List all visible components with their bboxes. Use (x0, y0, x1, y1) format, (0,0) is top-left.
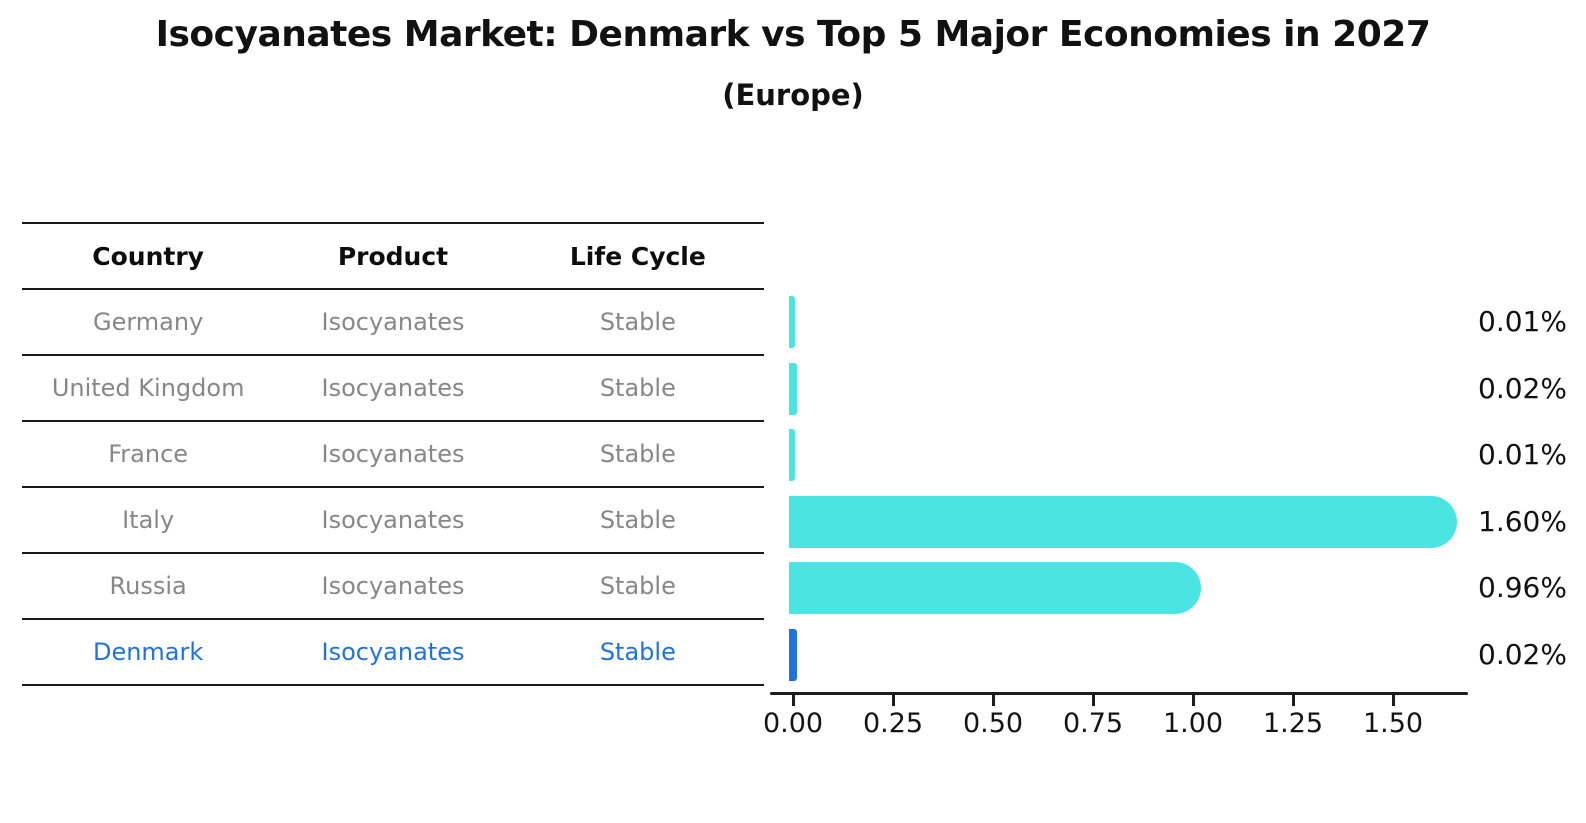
table-row: Denmark Isocyanates Stable (22, 620, 764, 686)
table-cell-product: Isocyanates (321, 374, 465, 402)
value-label: 0.01% (1478, 438, 1567, 472)
value-label: 0.02% (1478, 637, 1567, 671)
table-cell-country: France (108, 440, 189, 468)
x-axis-tickmark (891, 695, 895, 706)
column-header-country: Country (92, 241, 204, 271)
table-cell-country: United Kingdom (51, 374, 245, 402)
value-label: 0.02% (1478, 371, 1567, 405)
chart-subtitle: (Europe) (722, 78, 864, 112)
value-label: 0.01% (1478, 305, 1567, 339)
x-axis-tickmark (991, 695, 995, 706)
x-axis-tick-label: 0.25 (862, 708, 924, 739)
x-axis-tick-label: 0.75 (1062, 708, 1124, 739)
table-body: Germany Isocyanates Stable United Kingdom Is… (22, 290, 764, 686)
table-row: France Isocyanates Stable (22, 422, 764, 488)
country-table: Country Product Life Cycle Germany Isocya… (22, 222, 764, 686)
table-cell-product: Isocyanates (321, 506, 465, 534)
bar-denmark (789, 628, 797, 681)
table-row: Italy Isocyanates Stable (22, 488, 764, 554)
x-axis-tickmark (1191, 695, 1195, 706)
value-label: 0.96% (1478, 571, 1567, 605)
table-cell-product: Isocyanates (321, 572, 465, 600)
table-cell-product: Isocyanates (321, 440, 465, 468)
table-row: Russia Isocyanates Stable (22, 554, 764, 620)
table-cell-life-cycle: Stable (599, 506, 676, 534)
x-axis-tickmark (791, 695, 795, 706)
x-axis-tickmark (1291, 695, 1295, 706)
column-header-product: Product (337, 241, 449, 271)
table-row: United Kingdom Isocyanates Stable (22, 356, 764, 422)
table-header-row: Country Product Life Cycle (22, 224, 764, 290)
x-axis-tickmark (1391, 695, 1395, 706)
table-cell-life-cycle: Stable (599, 638, 676, 666)
chart-title: Isocyanates Market: Denmark vs Top 5 Maj… (155, 14, 1431, 55)
table-row: Germany Isocyanates Stable (22, 290, 764, 356)
table-cell-country: Denmark (92, 638, 204, 666)
table-cell-life-cycle: Stable (599, 374, 676, 402)
table-cell-product: Isocyanates (321, 308, 465, 336)
x-axis-tickmark (1091, 695, 1095, 706)
table-cell-life-cycle: Stable (599, 440, 676, 468)
table-cell-life-cycle: Stable (599, 308, 676, 336)
table-cell-product: Isocyanates (321, 638, 465, 666)
bar-italy (789, 495, 1457, 548)
bar-germany (789, 296, 795, 349)
x-axis-tick-label: 1.25 (1262, 708, 1324, 739)
value-label: 1.60% (1478, 504, 1567, 538)
x-axis-tick-label: 0.00 (762, 708, 824, 739)
bar-france (789, 429, 795, 482)
x-axis-line (770, 692, 1468, 695)
bar-russia (789, 562, 1201, 615)
table-cell-country: Germany (92, 308, 204, 336)
table-cell-life-cycle: Stable (599, 572, 676, 600)
column-header-life-cycle: Life Cycle (569, 241, 706, 271)
x-axis-tick-label: 1.50 (1362, 708, 1424, 739)
table-cell-country: Russia (109, 572, 187, 600)
x-axis-tick-label: 0.50 (962, 708, 1024, 739)
table-cell-country: Italy (122, 506, 175, 534)
x-axis-tick-label: 1.00 (1162, 708, 1224, 739)
bar-united-kingdom (789, 362, 797, 415)
